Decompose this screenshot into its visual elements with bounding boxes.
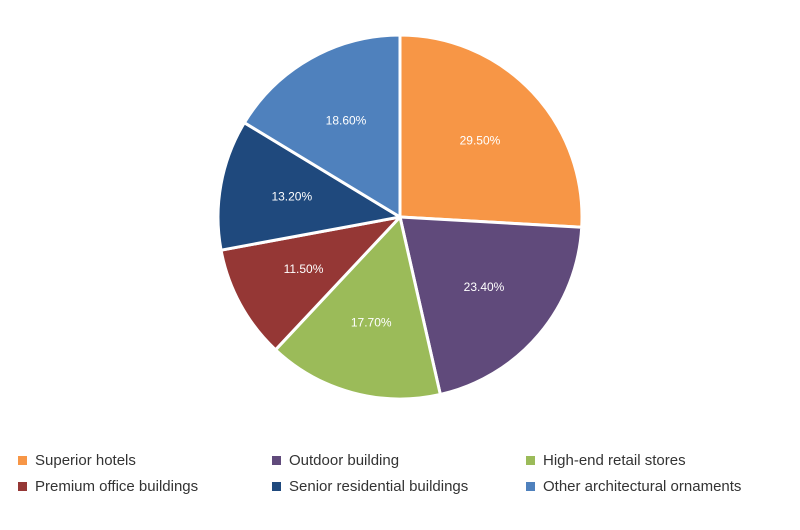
legend-swatch-6 (526, 482, 535, 491)
legend-item-2: Outdoor building (272, 452, 526, 469)
pie-chart: 29.50% 23.40% 17.70% 11.50% 13.20% 18.60% (216, 33, 584, 401)
legend-label-4: Premium office buildings (35, 478, 199, 495)
slice-label-6: 18.60% (326, 113, 367, 127)
pie-slice-6 (242, 33, 402, 219)
legend-label-3: High-end retail stores (543, 452, 686, 469)
slice-label-4: 11.50% (284, 262, 324, 276)
legend-label-6: Other architectural ornaments (543, 478, 742, 495)
slice-label-5: 13.20% (271, 189, 312, 203)
legend-item-5: Senior residential buildings (272, 478, 526, 495)
legend-swatch-2 (272, 456, 281, 465)
legend-item-3: High-end retail stores (526, 452, 788, 469)
legend-label-2: Outdoor building (289, 452, 400, 469)
pie-slice-2 (398, 215, 584, 396)
pie-slice-5 (216, 121, 402, 252)
legend-swatch-3 (526, 456, 535, 465)
legend-label-1: Superior hotels (35, 452, 136, 469)
legend-label-5: Senior residential buildings (289, 478, 469, 495)
legend-item-4: Premium office buildings (18, 478, 272, 495)
slice-label-3: 17.70% (351, 315, 392, 329)
legend-swatch-5 (272, 482, 281, 491)
pie-slice-4 (219, 215, 402, 352)
legend: Superior hotels Outdoor building High-end … (18, 452, 788, 495)
slice-label-1: 29.50% (460, 134, 501, 148)
slice-label-2: 23.40% (464, 280, 505, 294)
legend-item-6: Other architectural ornaments (526, 478, 788, 495)
legend-swatch-1 (18, 456, 27, 465)
legend-swatch-4 (18, 482, 27, 491)
pie-slice-1 (398, 33, 584, 229)
pie-slice-3 (274, 215, 442, 401)
legend-item-1: Superior hotels (18, 452, 272, 469)
